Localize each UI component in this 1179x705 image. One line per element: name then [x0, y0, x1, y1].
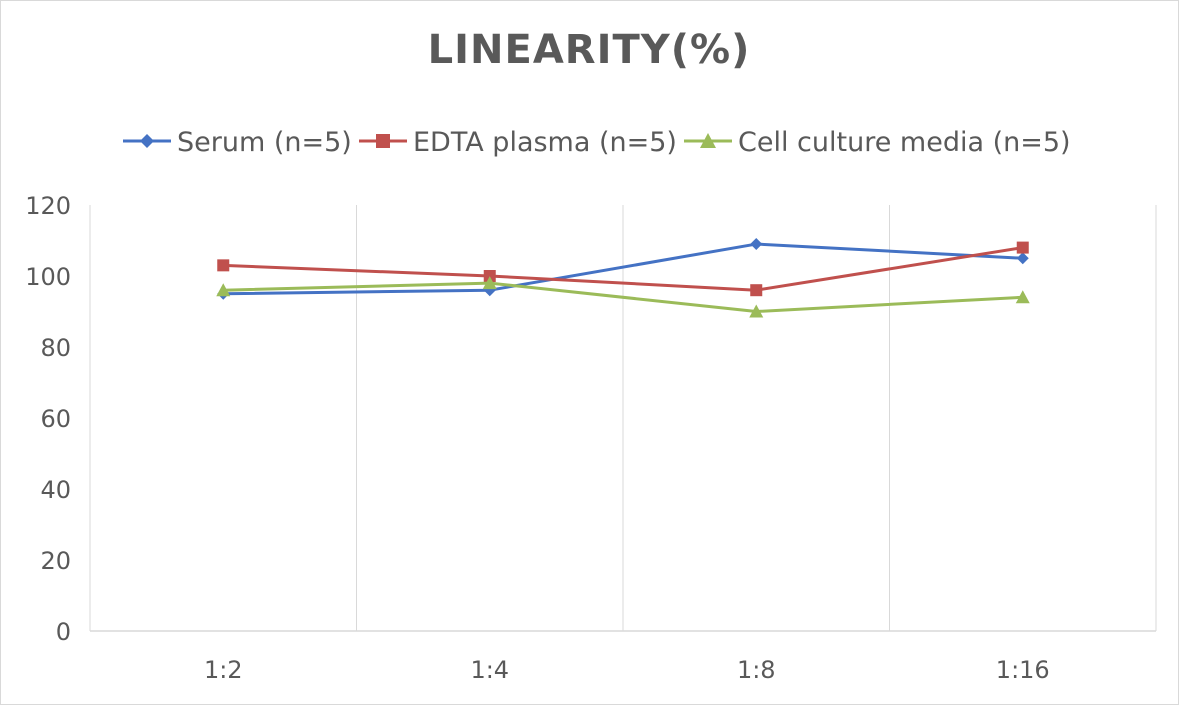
series-layer — [216, 238, 1030, 318]
data-point — [217, 259, 230, 272]
series-line — [223, 246, 1023, 292]
y-tick-label: 80 — [40, 334, 71, 362]
y-tick-label: 100 — [25, 263, 71, 291]
series-line — [223, 242, 1023, 296]
data-point — [1016, 241, 1029, 254]
series-1 — [217, 241, 1029, 297]
chart-title: LINEARITY(%) — [428, 27, 751, 73]
y-tick-label: 120 — [25, 192, 71, 220]
data-point — [750, 238, 763, 251]
y-tick-label: 20 — [40, 547, 71, 575]
data-point — [483, 270, 496, 282]
data-point — [216, 283, 231, 297]
data-point — [749, 304, 764, 318]
x-tick-label: 1:16 — [996, 656, 1050, 684]
data-point — [750, 284, 763, 297]
legend-label-edta-plasma: EDTA plasma (n=5) — [413, 127, 677, 158]
legend-item-serum: Serum (n=5) — [123, 127, 352, 158]
legend-label-serum: Serum (n=5) — [177, 127, 352, 158]
data-point — [1015, 290, 1030, 304]
legend-item-cell-culture-media: Cell culture media (n=5) — [684, 127, 1071, 158]
y-tick-label: 40 — [40, 476, 71, 504]
data-point — [482, 276, 497, 290]
x-tick-label: 1:8 — [737, 656, 776, 684]
legend-marker-cell-culture-media — [700, 133, 716, 148]
y-tick-label: 60 — [40, 405, 71, 433]
x-tick-label: 1:4 — [470, 656, 509, 684]
gridlines — [89, 205, 1157, 631]
x-tick-label: 1:2 — [204, 656, 243, 684]
y-tick-label: 0 — [56, 618, 71, 646]
legend-marker-serum — [140, 134, 154, 148]
legend-label-cell-culture-media: Cell culture media (n=5) — [738, 127, 1071, 158]
legend: Serum (n=5) EDTA plasma (n=5) Cell cultu… — [123, 127, 1071, 158]
series-line — [223, 281, 1023, 313]
axes: 0 20 40 60 80 100 120 1:2 1:4 1:8 1:16 — [25, 192, 1156, 684]
legend-marker-edta-plasma — [376, 134, 390, 148]
data-point — [1016, 252, 1029, 265]
legend-item-edta-plasma: EDTA plasma (n=5) — [359, 127, 677, 158]
series-2 — [216, 276, 1030, 318]
